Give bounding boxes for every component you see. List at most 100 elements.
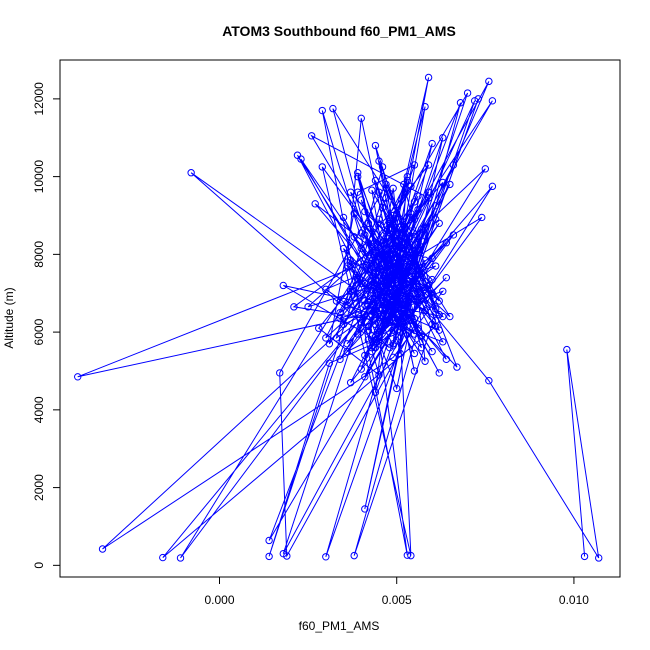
data-point — [361, 373, 369, 381]
data-point — [385, 250, 394, 259]
data-point — [354, 172, 362, 181]
data-point — [421, 277, 429, 286]
data-point — [439, 287, 447, 295]
data-point — [343, 340, 351, 348]
data-point — [368, 256, 376, 264]
data-point — [410, 215, 419, 224]
data-point — [463, 89, 472, 97]
data-point — [354, 188, 362, 196]
data-point — [439, 134, 447, 142]
data-point — [400, 235, 408, 243]
data-point — [382, 184, 390, 192]
data-point — [346, 188, 355, 196]
data-point — [315, 324, 323, 332]
data-point — [595, 554, 603, 562]
data-point — [371, 388, 380, 397]
data-point — [354, 169, 362, 177]
series-layer — [74, 73, 603, 562]
data-point — [414, 205, 422, 214]
data-point — [368, 289, 376, 297]
data-point — [410, 330, 419, 338]
data-point — [431, 322, 440, 330]
y-tick-label: 2000 — [32, 474, 46, 501]
data-point — [400, 314, 408, 323]
data-point — [474, 95, 482, 103]
data-point — [350, 293, 358, 301]
data-point — [318, 163, 326, 171]
data-point — [435, 369, 443, 377]
data-point — [325, 359, 334, 367]
data-point — [435, 297, 443, 305]
data-point — [417, 270, 426, 278]
data-point — [428, 291, 436, 299]
data-point — [396, 223, 404, 231]
data-point — [417, 343, 426, 352]
data-point — [375, 157, 383, 165]
data-point — [343, 258, 351, 266]
x-axis: 0.000 0.005 0.010 — [204, 576, 589, 607]
data-point — [368, 343, 376, 352]
data-point — [431, 305, 440, 313]
data-point — [396, 272, 404, 280]
data-point — [371, 310, 380, 319]
data-point — [449, 161, 458, 169]
data-point — [428, 254, 436, 262]
data-point — [428, 139, 436, 148]
data-point — [354, 275, 362, 284]
data-point — [407, 209, 415, 218]
data-point — [346, 256, 355, 264]
data-point — [332, 334, 341, 342]
data-point — [446, 180, 454, 189]
x-tick-label: 0.000 — [204, 593, 234, 607]
data-point — [375, 215, 383, 224]
data-point — [371, 258, 380, 266]
data-point — [357, 114, 365, 123]
data-point — [431, 262, 440, 270]
data-point — [389, 342, 397, 350]
data-point — [407, 293, 415, 301]
data-point — [431, 202, 440, 210]
data-point — [424, 188, 433, 196]
data-point — [364, 238, 373, 247]
data-point — [417, 225, 426, 233]
data-point — [403, 301, 412, 309]
data-point — [407, 227, 415, 235]
data-point — [74, 373, 82, 381]
y-tick-label: 10000 — [32, 160, 46, 194]
data-point — [421, 283, 429, 292]
data-point — [442, 273, 451, 282]
data-point — [382, 194, 390, 202]
data-point — [378, 262, 387, 270]
data-point — [375, 371, 383, 379]
data-point — [435, 219, 443, 227]
data-point — [378, 305, 387, 313]
data-point — [361, 505, 369, 513]
data-point — [485, 376, 493, 385]
data-point — [389, 353, 397, 362]
data-point — [417, 237, 426, 245]
data-point — [283, 552, 291, 560]
data-point — [371, 264, 380, 272]
data-point — [410, 254, 419, 262]
data-point — [393, 384, 401, 393]
data-point — [389, 326, 397, 334]
data-point — [410, 198, 419, 206]
data-point — [403, 322, 412, 330]
data-point — [368, 347, 376, 356]
data-point — [382, 238, 390, 247]
data-point — [414, 287, 422, 295]
data-point — [276, 369, 284, 377]
data-point — [414, 299, 422, 307]
data-point — [357, 318, 365, 327]
data-point — [265, 536, 273, 545]
data-point — [350, 209, 358, 218]
data-point — [470, 97, 479, 105]
data-point — [385, 318, 394, 327]
data-point — [279, 281, 287, 290]
data-point — [368, 186, 376, 194]
data-point — [322, 553, 330, 561]
data-point — [357, 229, 365, 237]
data-point — [403, 240, 412, 249]
data-point — [339, 320, 348, 329]
